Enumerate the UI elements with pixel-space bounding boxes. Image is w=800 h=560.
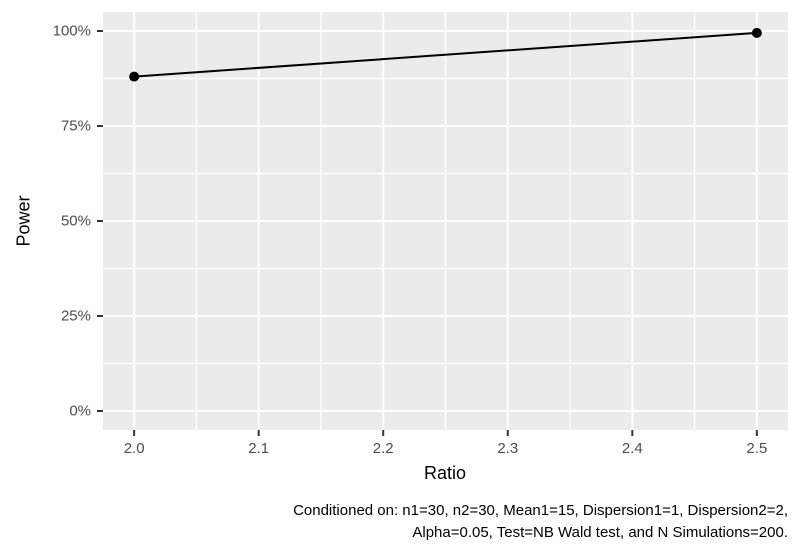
x-tick-label: 2.3: [497, 440, 519, 457]
plot-caption: Conditioned on: n1=30, n2=30, Mean1=15, …: [293, 500, 788, 544]
data-point: [129, 71, 140, 82]
data-point: [751, 27, 762, 38]
y-tick-label: 100%: [52, 22, 91, 40]
data-line: [134, 31, 757, 78]
x-tick-label: 2.2: [372, 440, 394, 457]
x-axis-title: Ratio: [423, 463, 467, 483]
x-tick-label: 2.0: [123, 440, 145, 457]
x-tick-label: 2.5: [746, 440, 768, 457]
y-tick-label: 50%: [60, 212, 91, 230]
x-tick-label: 2.1: [248, 440, 270, 457]
caption-line-1: Conditioned on: n1=30, n2=30, Mean1=15, …: [293, 502, 788, 519]
y-tick-label: 75%: [60, 117, 91, 135]
x-tick-label: 2.4: [621, 440, 643, 457]
y-tick-label: 25%: [60, 307, 91, 325]
caption-line-2: Alpha=0.05, Test=NB Wald test, and N Sim…: [412, 524, 788, 541]
y-tick-label: 0%: [69, 402, 91, 420]
